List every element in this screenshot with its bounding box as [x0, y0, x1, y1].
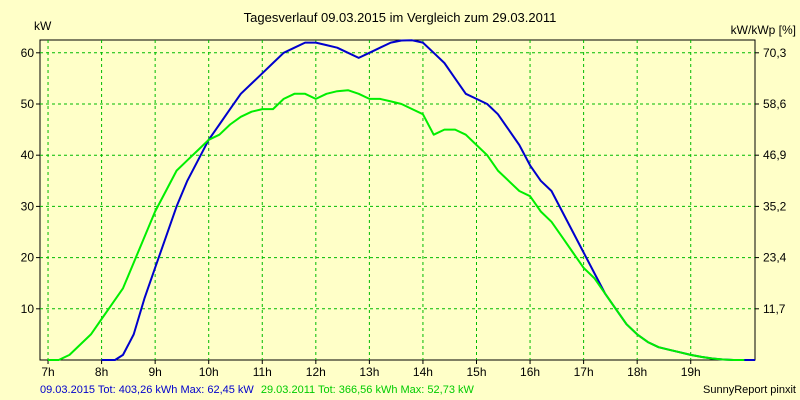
x-tick-label: 16h — [520, 365, 540, 379]
y-tick-label-left: 20 — [21, 251, 35, 265]
x-tick-label: 18h — [627, 365, 647, 379]
svg-text:09.03.2015 Tot: 403,26 kWh Max: 09.03.2015 Tot: 403,26 kWh Max: 62,45 kW… — [40, 384, 474, 396]
y-tick-label-right: 58,6 — [763, 97, 787, 111]
x-tick-label: 14h — [413, 365, 433, 379]
footer: 09.03.2015 Tot: 403,26 kWh Max: 62,45 kW… — [40, 384, 796, 396]
x-tick-label: 19h — [681, 365, 701, 379]
x-tick-label: 11h — [253, 365, 272, 379]
y-tick-label-right: 70,3 — [763, 46, 787, 60]
y-axis-label-right: kW/kWp [%] — [731, 23, 796, 37]
x-tick-label: 15h — [466, 365, 486, 379]
x-tick-label: 8h — [95, 365, 108, 379]
x-tick-label: 7h — [41, 365, 54, 379]
plot-frame — [39, 39, 756, 361]
y-tick-label-left: 10 — [21, 302, 35, 316]
y-tick-label-right: 23,4 — [763, 251, 787, 265]
plot-area: 7h 8h 9h 10h 11h 12h 13h 14h 15h 16h 17h 18h 19h 10 11… — [21, 39, 787, 379]
chart-title: Tagesverlauf 09.03.2015 im Vergleich zum… — [244, 10, 557, 25]
x-tick-label: 10h — [199, 365, 219, 379]
x-tick-label: 12h — [306, 365, 326, 379]
footer-series-2: 29.03.2011 Tot: 366,56 kWh Max: 52,73 kW — [261, 384, 475, 396]
y-tick-label-left: 30 — [21, 199, 35, 213]
y-tick-label-right: 11,7 — [763, 302, 786, 316]
x-tick-label: 17h — [574, 365, 594, 379]
y-tick-label-right: 35,2 — [763, 199, 787, 213]
series-line-2 — [48, 89, 745, 361]
footer-series-1: 09.03.2015 Tot: 403,26 kWh Max: 62,45 kW — [40, 384, 254, 396]
y-axis-label-left: kW — [34, 19, 52, 33]
y-tick-label-left: 50 — [21, 97, 35, 111]
x-tick-label: 13h — [359, 365, 379, 379]
x-tick-label: 9h — [148, 365, 161, 379]
y-tick-label-left: 60 — [21, 46, 35, 60]
y-tick-label-right: 46,9 — [763, 148, 787, 162]
footer-brand: SunnyReport pinxit — [703, 384, 796, 396]
series-line-1 — [101, 39, 755, 361]
y-tick-label-left: 40 — [21, 148, 35, 162]
